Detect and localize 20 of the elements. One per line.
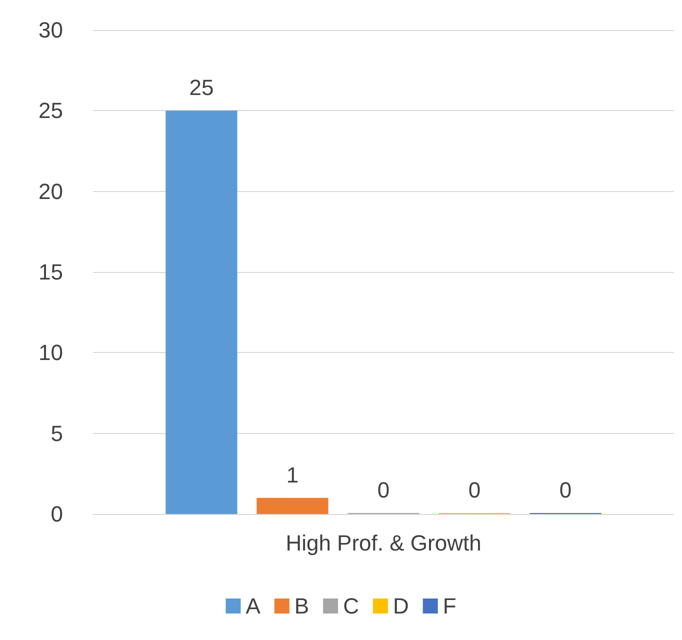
y-tick-label: 15 [38,260,63,284]
y-tick-label: 25 [38,98,63,124]
legend-label: A [246,594,261,618]
bar [166,110,238,514]
legend-label: C [343,594,360,618]
x-tick-label: High Prof. & Growth [286,530,482,556]
legend-label: B [294,594,310,618]
data-label: 0 [377,478,390,502]
y-tick-label: 0 [50,502,63,526]
data-label: 0 [468,478,481,502]
data-label: 25 [189,75,214,100]
y-tick-label: 10 [38,340,63,366]
data-label: 0 [559,478,572,502]
y-tick-label: 20 [38,178,63,204]
legend-label: D [392,594,409,618]
y-tick-label: 30 [38,18,63,42]
legend-label: F [442,594,456,618]
data-label: 1 [286,462,299,488]
y-tick-label: 5 [50,420,63,446]
bar [256,498,328,514]
